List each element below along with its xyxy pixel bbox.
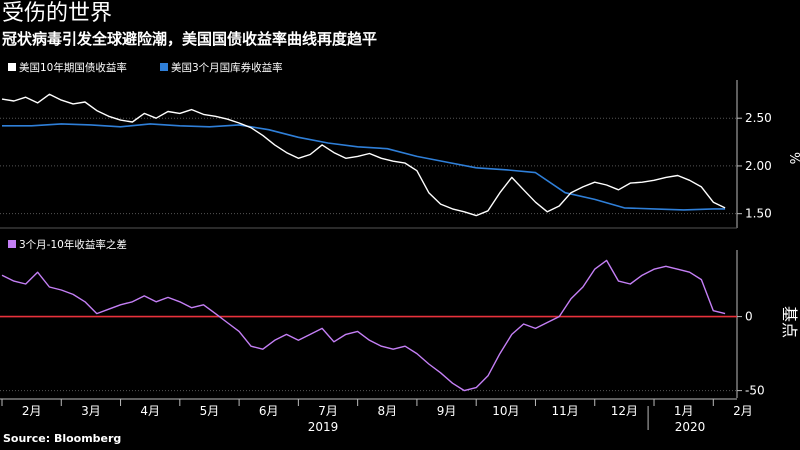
bottom-ylabel: 基点 bbox=[780, 306, 799, 338]
series-line-spread bbox=[1, 259, 726, 392]
x-tick-label: 3月 bbox=[81, 404, 101, 418]
top-y-tick-label: 1.50 bbox=[745, 207, 772, 221]
x-tick-label: 8月 bbox=[377, 404, 397, 418]
legend-label-spread: 3个月-10年收益率之差 bbox=[19, 238, 127, 251]
chart-title: 受伤的世界 bbox=[2, 1, 113, 26]
legend-swatch-10y bbox=[8, 63, 16, 71]
x-tick-label: 2月 bbox=[22, 404, 42, 418]
x-tick-label: 6月 bbox=[259, 404, 279, 418]
chart-subtitle: 冠状病毒引发全球避险潮，美国国债收益率曲线再度趋平 bbox=[2, 30, 378, 48]
legend-label-3m: 美国3个月国库券收益率 bbox=[171, 61, 283, 74]
bottom-y-tick-label: -50 bbox=[745, 384, 765, 398]
legend-swatch-3m bbox=[160, 63, 168, 71]
top-ylabel: % bbox=[786, 152, 800, 164]
x-tick-label: 11月 bbox=[551, 404, 578, 418]
series-line-10y bbox=[1, 93, 726, 217]
top-y-tick-label: 2.00 bbox=[745, 159, 772, 173]
bottom-y-tick-label: 0 bbox=[745, 310, 753, 324]
x-tick-label: 5月 bbox=[200, 404, 220, 418]
year-label-2019: 2019 bbox=[308, 420, 339, 434]
series-line-3m bbox=[2, 123, 726, 211]
x-tick-label: 12月 bbox=[611, 404, 638, 418]
top-y-tick-label: 2.50 bbox=[745, 111, 772, 125]
x-tick-label: 1月 bbox=[674, 404, 694, 418]
x-tick-label: 10月 bbox=[492, 404, 519, 418]
year-label-2020: 2020 bbox=[675, 420, 706, 434]
x-tick-label: 9月 bbox=[437, 404, 457, 418]
source-note: Source: Bloomberg bbox=[3, 432, 122, 445]
x-tick-label: 7月 bbox=[318, 404, 338, 418]
x-tick-label: 2月 bbox=[733, 404, 753, 418]
legend-swatch-spread bbox=[8, 240, 16, 248]
x-tick-label: 4月 bbox=[140, 404, 160, 418]
legend-label-10y: 美国10年期国债收益率 bbox=[19, 61, 127, 74]
